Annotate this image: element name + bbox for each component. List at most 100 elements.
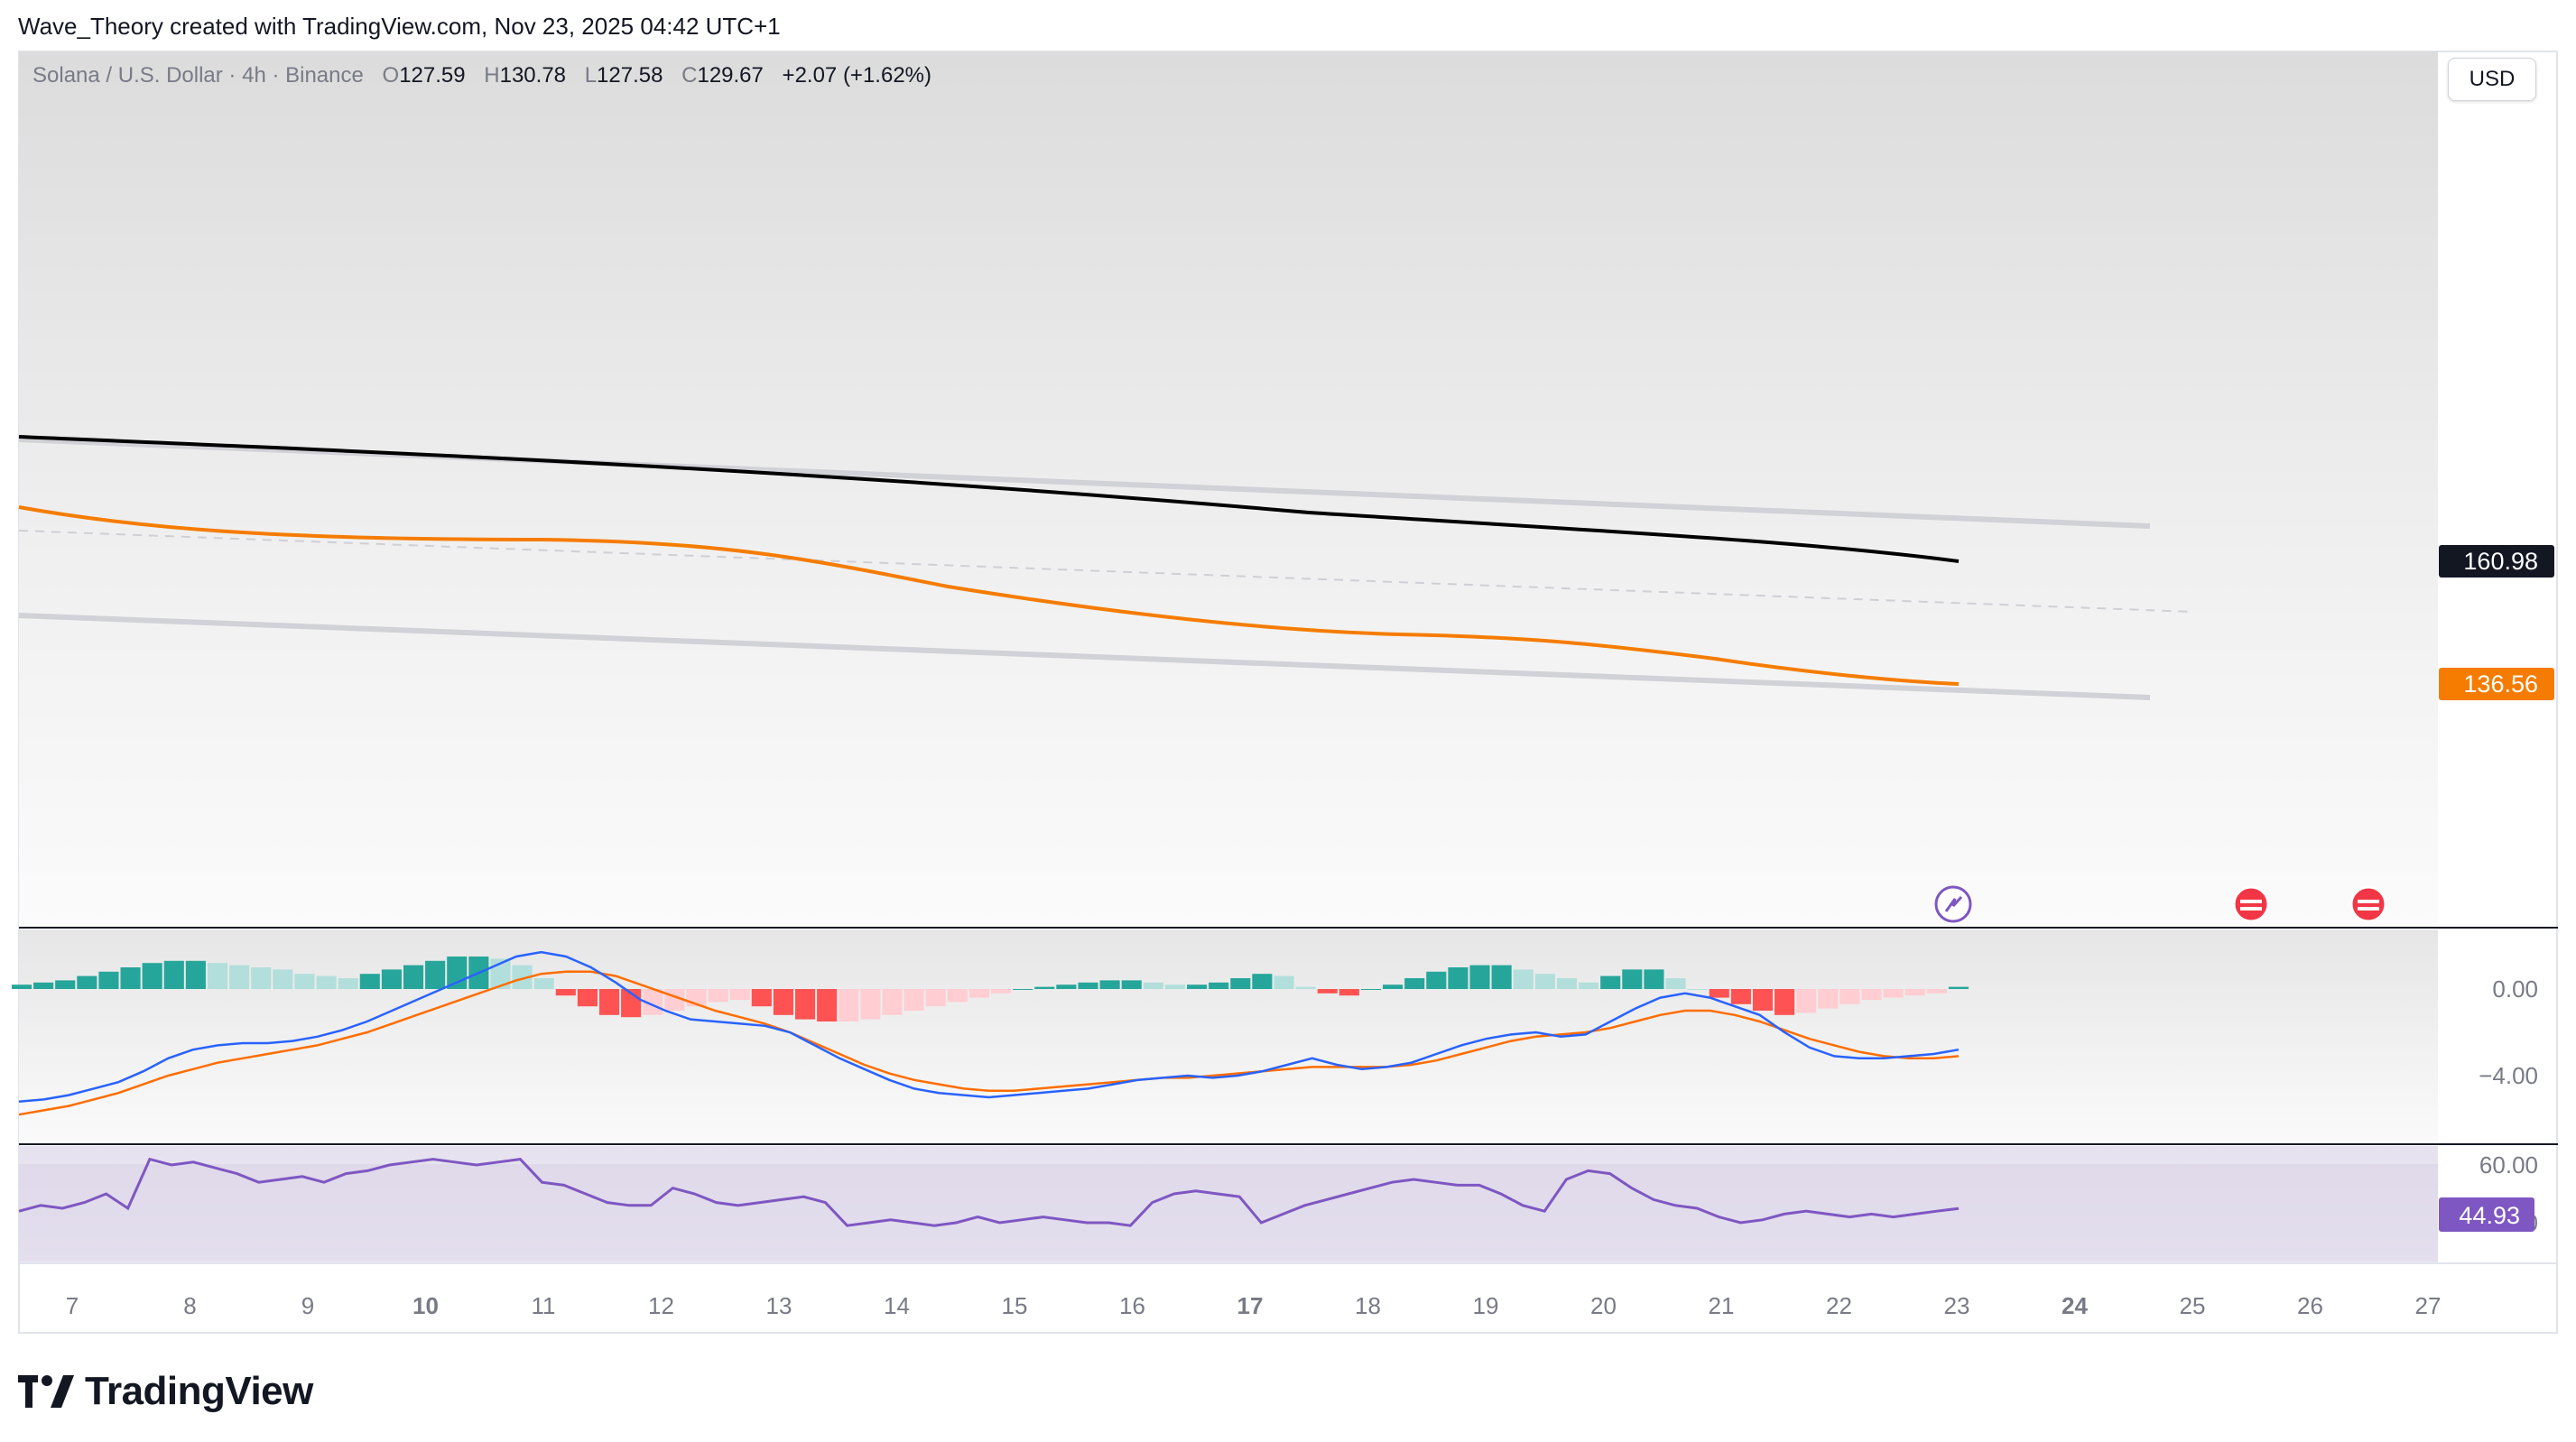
macd-histogram-bar-85 [1861, 989, 1882, 1000]
open-key: O [382, 63, 400, 88]
low-value: 127.58 [597, 63, 663, 88]
close-key: C [681, 63, 698, 88]
macd-histogram-bar-35 [773, 989, 793, 1015]
macd-histogram-bar-38 [839, 989, 859, 1021]
macd-histogram-bar-15 [338, 978, 358, 989]
price-badge-1 [2439, 545, 2554, 578]
high-key: H [484, 63, 500, 88]
macd-histogram-bar-51 [1121, 980, 1142, 989]
time-tick-label-10: 17 [1237, 1292, 1264, 1319]
macd-histogram-bar-67 [1469, 965, 1490, 989]
macd-histogram-bar-45 [991, 989, 1012, 994]
macd-pane-background [19, 929, 2438, 1142]
macd-histogram-bar-65 [1426, 971, 1447, 989]
time-tick-label-14: 21 [1709, 1292, 1735, 1319]
low-key: L [584, 63, 598, 88]
macd-signal-line [18, 970, 1960, 1116]
price-badge-2 [2439, 668, 2554, 700]
macd-histogram-bar-47 [1034, 986, 1055, 989]
time-tick-label-6: 13 [766, 1292, 792, 1319]
macd-histogram-bar-5 [120, 967, 141, 989]
macd-line [18, 950, 1960, 1104]
macd-histogram-bar-54 [1187, 984, 1208, 989]
macd-histogram-bar-78 [1709, 989, 1729, 998]
macd-histogram-bar-4 [98, 971, 119, 989]
ema-line [18, 505, 1960, 686]
us-flag-event-icon-2-stripe-1 [2358, 900, 2379, 903]
macd-histogram-bar-84 [1839, 989, 1860, 1004]
macd-histogram-bar-68 [1491, 965, 1512, 989]
price-badge-value-1: 160.98 [2463, 548, 2538, 575]
macd-histogram-bar-34 [751, 989, 772, 1007]
time-tick-label-7: 14 [884, 1292, 910, 1319]
time-tick-label-3: 10 [412, 1292, 439, 1319]
time-tick-label-13: 20 [1590, 1292, 1617, 1319]
symbol-title: Solana / U.S. Dollar · 4h · Binance [32, 63, 364, 88]
time-tick-label-1: 8 [183, 1292, 196, 1319]
tradingview-logo-icon [18, 1375, 74, 1408]
macd-histogram-bar-17 [381, 969, 402, 989]
macd-histogram-bar-63 [1383, 984, 1404, 989]
macd-histogram-bar-13 [294, 974, 315, 989]
close-value: 129.67 [697, 63, 764, 88]
tradingview-wordmark: TradingView [85, 1369, 313, 1413]
us-flag-event-icon-2 [2349, 885, 2387, 923]
time-tick-label-0: 7 [66, 1292, 79, 1319]
time-tick-label-9: 16 [1119, 1292, 1145, 1319]
macd-histogram-bar-57 [1252, 974, 1273, 989]
macd-histogram-bar-46 [1013, 989, 1033, 990]
macd-histogram-bar-58 [1274, 975, 1294, 989]
time-tick-label-11: 18 [1355, 1292, 1381, 1319]
channel-mid-line [18, 530, 2194, 613]
rsi-value-label: 44.93 [2459, 1202, 2520, 1229]
macd-histogram-bar-62 [1360, 989, 1382, 990]
macd-histogram-bar-10 [229, 965, 250, 989]
macd-histogram-bar-41 [903, 989, 924, 1011]
us-flag-event-icon [2232, 885, 2270, 923]
time-tick-label-4: 11 [532, 1292, 556, 1319]
macd-histogram-bar-76 [1665, 978, 1686, 989]
macd-histogram-bar-7 [163, 960, 184, 989]
macd-histogram-bar-9 [207, 963, 228, 989]
macd-histogram-bar-0 [11, 984, 32, 989]
macd-histogram-bar-40 [882, 989, 903, 1015]
currency-button[interactable]: USD [2448, 58, 2536, 101]
macd-histogram-bar-72 [1579, 982, 1599, 989]
macd-histogram-bar-20 [447, 957, 468, 989]
rsi-tick-label-0: 60.00 [2479, 1151, 2538, 1179]
macd-histogram-bar-61 [1339, 989, 1359, 996]
macd-histogram-bar-89 [1948, 986, 1969, 989]
chart-layers: 280.00240.00220.00200.00180.00145.00110.… [11, 435, 2554, 1319]
macd-tick-label-0: 0.00 [2492, 975, 2538, 1003]
time-tick-label-19: 26 [2297, 1292, 2323, 1319]
time-tick-label-15: 22 [1826, 1292, 1852, 1319]
rsi-band [19, 1164, 2438, 1263]
macd-histogram-bar-86 [1883, 989, 1904, 998]
time-tick-label-16: 23 [1944, 1292, 1970, 1319]
macd-histogram-bar-26 [577, 989, 598, 1007]
macd-histogram-bar-53 [1164, 984, 1186, 989]
macd-histogram-bar-14 [316, 975, 337, 989]
time-tick-label-17: 24 [2062, 1292, 2088, 1319]
macd-histogram-bar-69 [1513, 969, 1534, 989]
change-value: +2.07 (+1.62%) [782, 63, 931, 88]
channel-lower-line [18, 613, 2151, 700]
tradingview-brand[interactable]: TradingView [18, 1364, 313, 1419]
macd-histogram-bar-49 [1078, 982, 1098, 989]
symbol-legend: Solana / U.S. Dollar · 4h · Binance O127… [32, 63, 931, 88]
macd-histogram-bar-83 [1818, 989, 1839, 1009]
macd-histogram-bar-11 [251, 967, 272, 989]
macd-histogram-bar-27 [598, 989, 620, 1015]
open-value: 127.59 [399, 63, 466, 88]
macd-histogram-bar-24 [533, 978, 554, 989]
macd-histogram-bar-77 [1687, 989, 1708, 990]
macd-histogram-bar-56 [1230, 978, 1251, 989]
time-tick-label-20: 27 [2415, 1292, 2442, 1319]
macd-histogram-bar-88 [1926, 989, 1947, 994]
macd-tick-label-1: −4.00 [2479, 1062, 2538, 1089]
macd-histogram-bar-82 [1796, 989, 1817, 1013]
macd-histogram-bar-74 [1622, 969, 1643, 989]
macd-histogram-bar-66 [1448, 967, 1469, 989]
macd-histogram-bar-39 [860, 989, 881, 1020]
